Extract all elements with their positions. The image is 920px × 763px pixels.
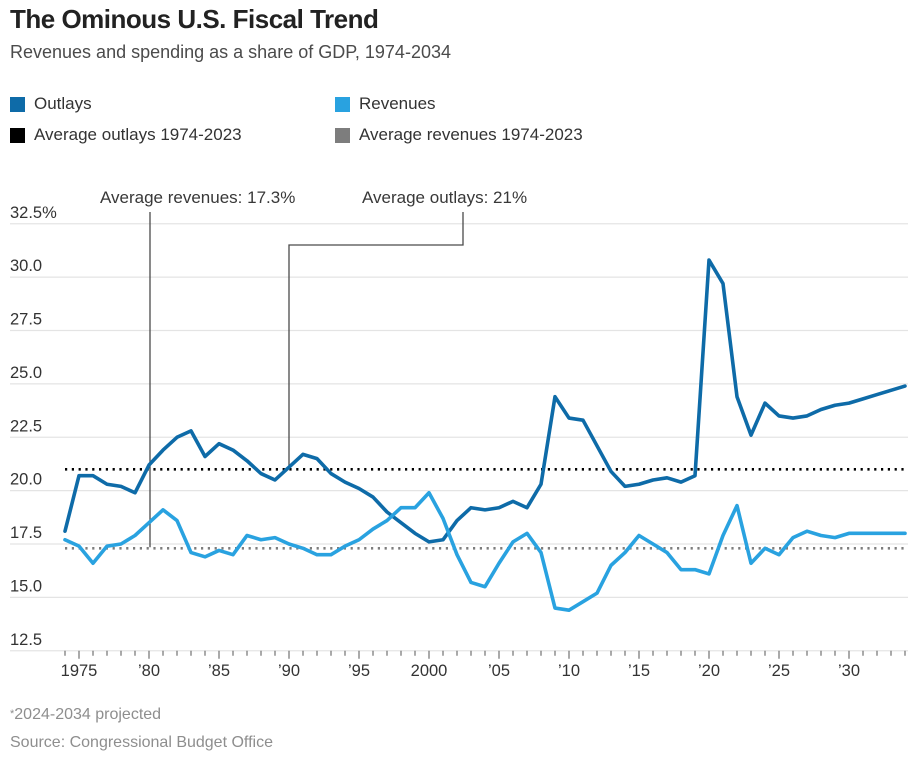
y-axis-tick-label: 12.5 bbox=[10, 631, 42, 649]
y-axis-tick-label: 30.0 bbox=[10, 257, 42, 275]
series-line-outlays bbox=[63, 258, 907, 544]
y-axis-tick-label: 20.0 bbox=[10, 471, 42, 489]
x-axis-tick-label: ’20 bbox=[698, 662, 720, 680]
annotation-average-outlays: Average outlays: 21% bbox=[362, 188, 528, 207]
y-axis-tick-label: 32.5% bbox=[10, 204, 57, 222]
legend-item-revenues: Revenues bbox=[335, 94, 583, 114]
chart-subtitle: Revenues and spending as a share of GDP,… bbox=[10, 42, 451, 62]
legend-item-outlays: Outlays bbox=[10, 94, 335, 114]
average-revenues-swatch-icon bbox=[335, 127, 350, 143]
footnote-text: 2024-2034 projected bbox=[14, 706, 162, 723]
legend-label-outlays: Outlays bbox=[34, 94, 92, 113]
x-axis-tick-label: ’30 bbox=[838, 662, 860, 680]
revenues-swatch-icon bbox=[335, 96, 350, 112]
legend-label-revenues: Revenues bbox=[359, 94, 436, 113]
projection-footnote: *2024-2034 projected bbox=[10, 706, 161, 724]
y-axis-tick-label: 22.5 bbox=[10, 417, 42, 435]
x-axis-tick-label: ’80 bbox=[138, 662, 160, 680]
legend-item-average-revenues: Average revenues 1974-2023 bbox=[335, 125, 583, 145]
x-axis-tick-label: 1975 bbox=[61, 662, 98, 680]
legend-label-average-revenues: Average revenues 1974-2023 bbox=[359, 125, 583, 144]
legend-label-average-outlays: Average outlays 1974-2023 bbox=[34, 125, 242, 144]
outlays-swatch-icon bbox=[10, 96, 25, 112]
y-axis-tick-label: 17.5 bbox=[10, 524, 42, 542]
page-title: The Ominous U.S. Fiscal Trend bbox=[10, 4, 379, 34]
source-line: Source: Congressional Budget Office bbox=[10, 734, 273, 751]
x-axis-tick-label: ’90 bbox=[278, 662, 300, 680]
x-axis-tick-label: ’10 bbox=[558, 662, 580, 680]
legend-item-average-outlays: Average outlays 1974-2023 bbox=[10, 125, 335, 145]
series-line-revenues bbox=[63, 490, 907, 613]
average-outlays-swatch-icon bbox=[10, 127, 25, 143]
y-axis-tick-label: 25.0 bbox=[10, 364, 42, 382]
y-axis-tick-label: 15.0 bbox=[10, 577, 42, 595]
legend: Outlays Revenues Average outlays 1974-20… bbox=[10, 94, 583, 145]
x-axis-tick-label: ’95 bbox=[348, 662, 370, 680]
x-axis-tick-label: 2000 bbox=[411, 662, 448, 680]
x-axis-tick-label: ’05 bbox=[488, 662, 510, 680]
x-axis-tick-label: ’85 bbox=[208, 662, 230, 680]
annotation-average-revenues: Average revenues: 17.3% bbox=[100, 188, 296, 207]
annotation-pointer-average-outlays bbox=[288, 212, 464, 468]
x-axis-tick-label: ’25 bbox=[768, 662, 790, 680]
x-axis-tick-label: ’15 bbox=[628, 662, 650, 680]
footnote-asterisk: * bbox=[10, 708, 15, 720]
y-axis-tick-label: 27.5 bbox=[10, 311, 42, 329]
